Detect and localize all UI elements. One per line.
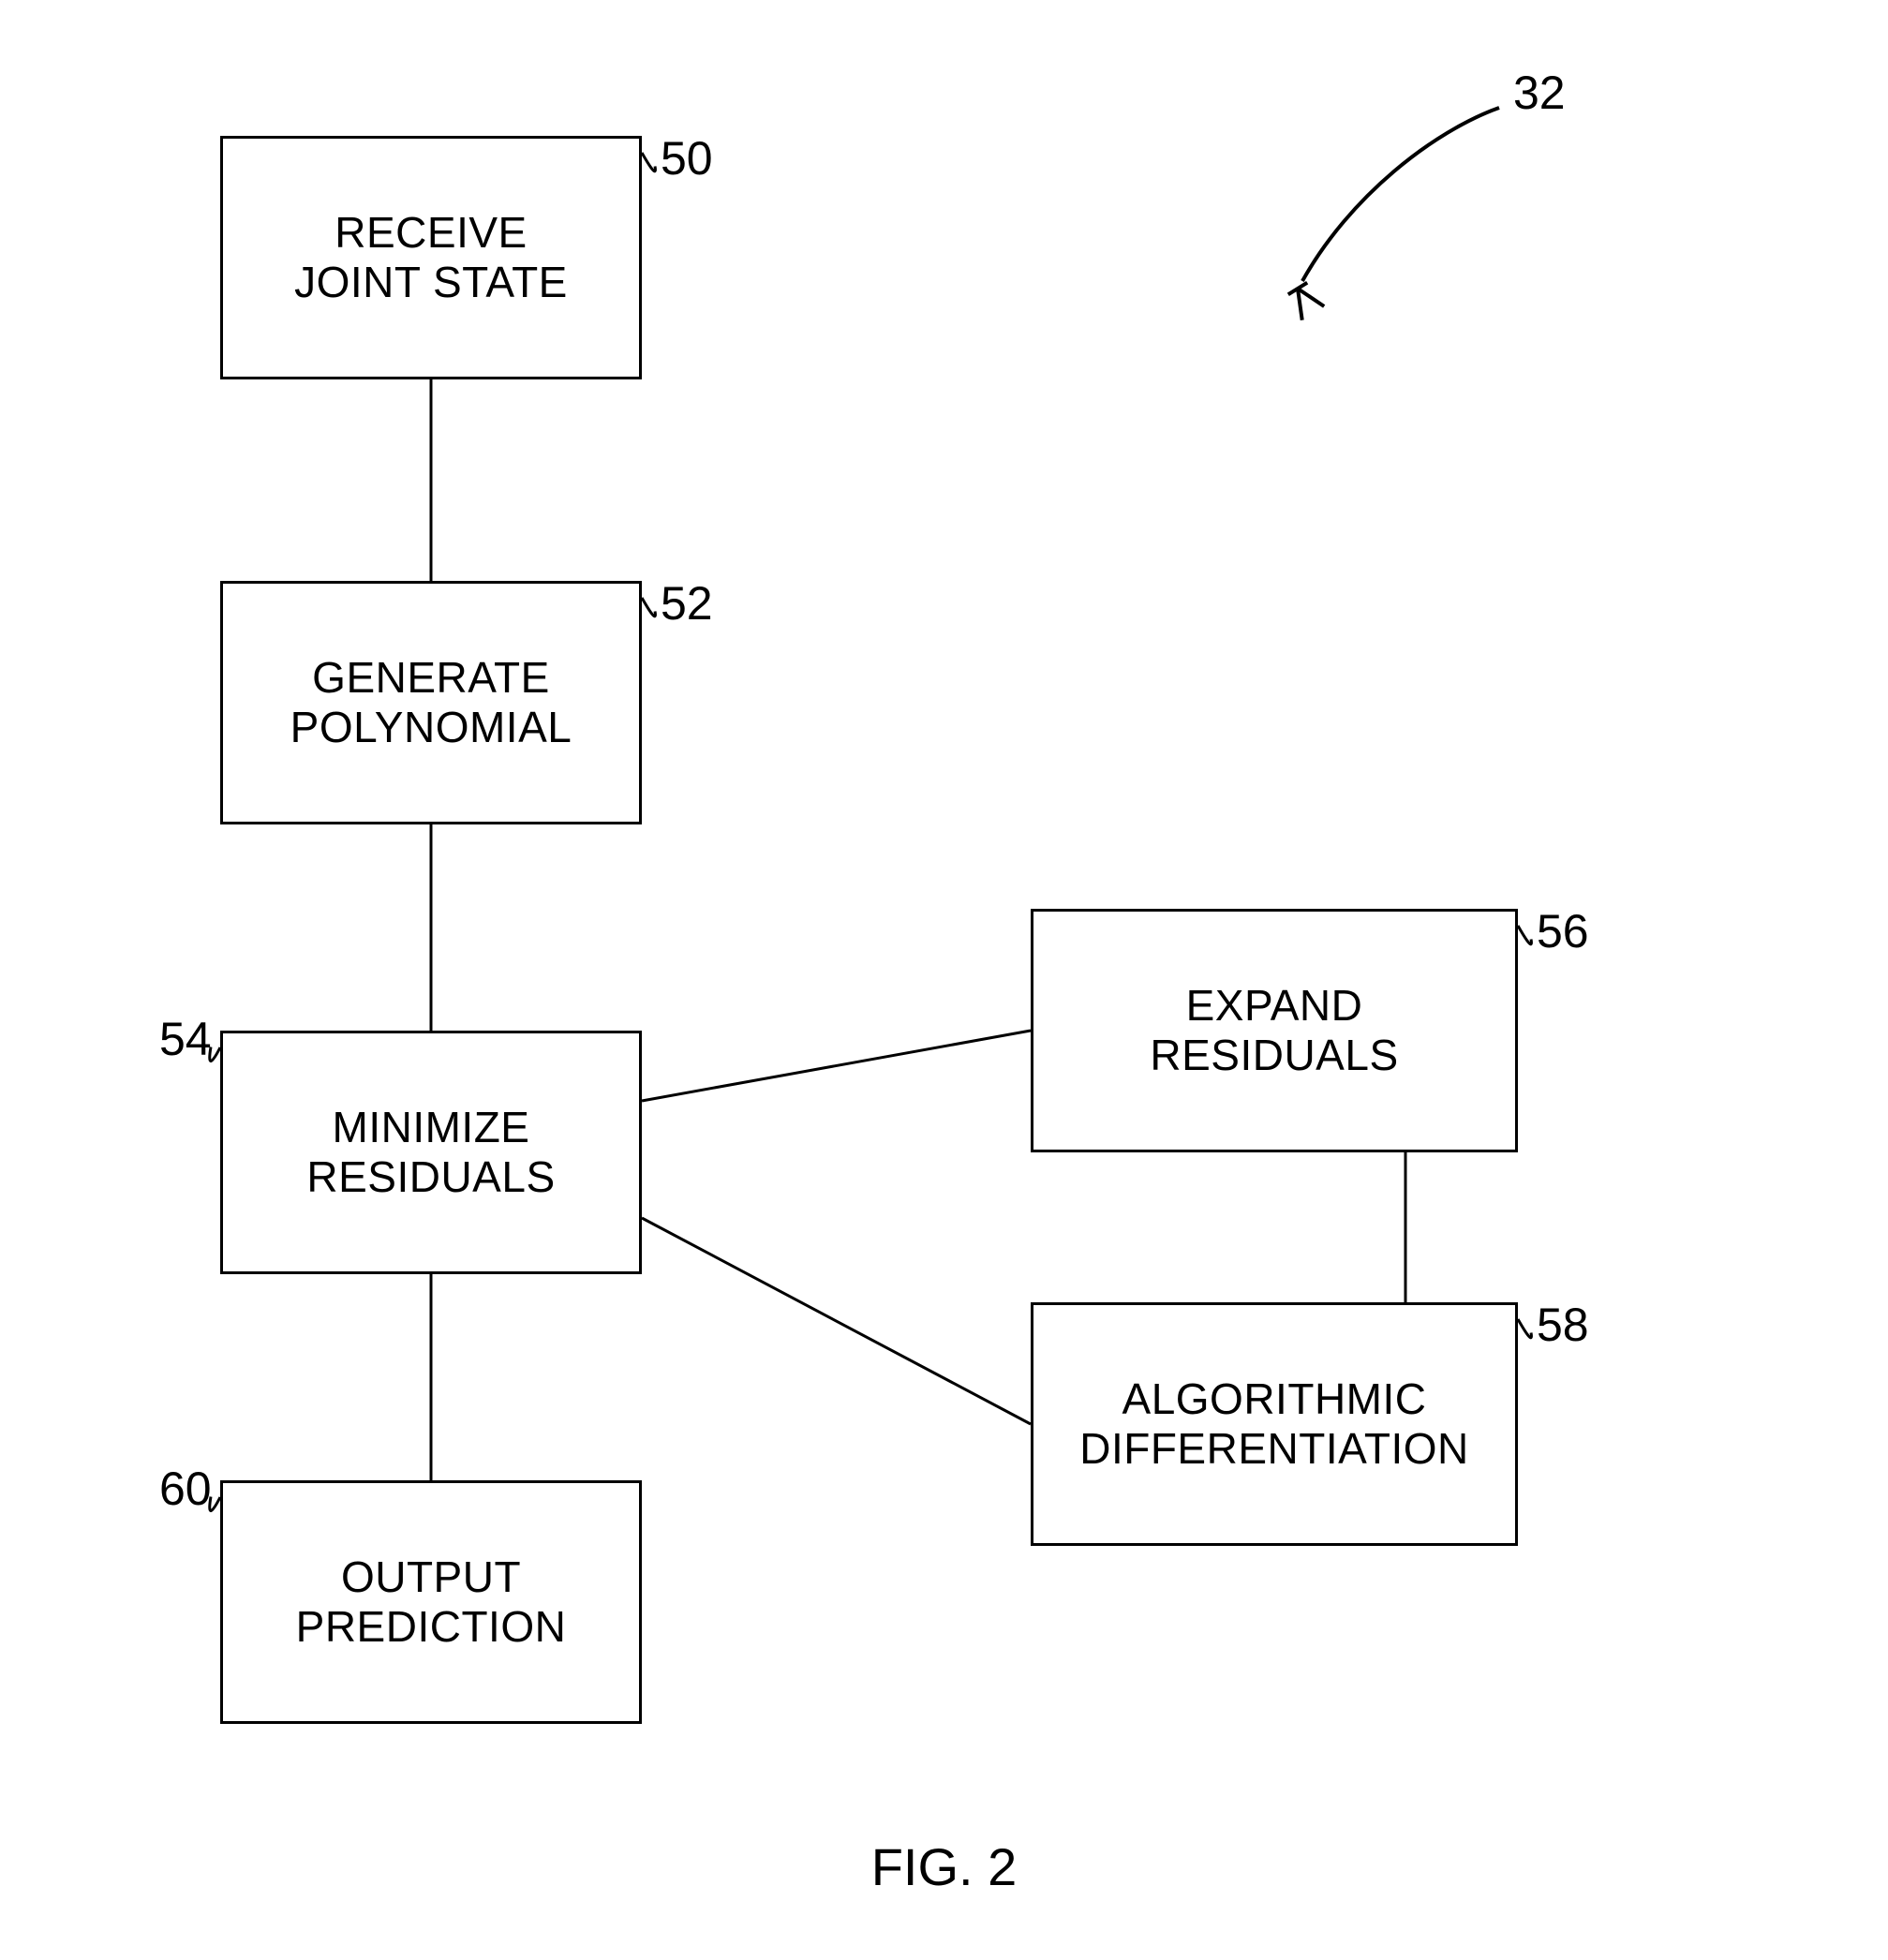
node-generate-line1: GENERATE [290,653,572,703]
node-expand-line2: RESIDUALS [1150,1031,1398,1080]
ref-label-50: 50 [661,131,713,186]
node-generate-line2: POLYNOMIAL [290,703,572,752]
node-output-line1: OUTPUT [296,1552,567,1602]
figure-canvas: RECEIVE JOINT STATE GENERATE POLYNOMIAL … [0,0,1888,1960]
node-receive-joint-state: RECEIVE JOINT STATE [220,136,642,379]
node-expand-line1: EXPAND [1150,981,1398,1031]
node-output-prediction: OUTPUT PREDICTION [220,1480,642,1724]
ref-label-56: 56 [1537,904,1589,958]
node-minimize-line1: MINIMIZE [306,1103,555,1152]
node-expand-residuals: EXPAND RESIDUALS [1031,909,1518,1152]
node-minimize-line2: RESIDUALS [306,1152,555,1202]
node-receive-line1: RECEIVE [294,208,568,258]
figure-caption: FIG. 2 [0,1836,1888,1897]
ref-label-52: 52 [661,576,713,631]
node-algorithmic-differentiation: ALGORITHMIC DIFFERENTIATION [1031,1302,1518,1546]
node-minimize-residuals: MINIMIZE RESIDUALS [220,1031,642,1274]
node-algdiff-line1: ALGORITHMIC [1079,1374,1469,1424]
ref-label-60: 60 [159,1462,212,1516]
node-algdiff-line2: DIFFERENTIATION [1079,1424,1469,1474]
ref-label-58: 58 [1537,1298,1589,1352]
node-output-line2: PREDICTION [296,1602,567,1652]
ref-label-32: 32 [1513,66,1566,120]
node-receive-line2: JOINT STATE [294,258,568,307]
node-generate-polynomial: GENERATE POLYNOMIAL [220,581,642,824]
ref-label-54: 54 [159,1012,212,1066]
